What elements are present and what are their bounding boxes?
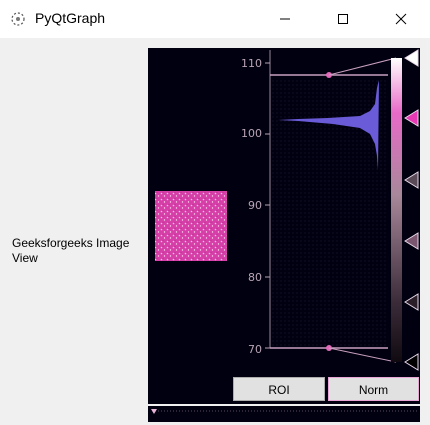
gradient-tick-marker[interactable] (404, 49, 419, 67)
image-view-label: Geeksforgeeks Image View (12, 236, 130, 265)
roi-button[interactable]: ROI (233, 377, 325, 401)
minimize-button[interactable] (262, 0, 308, 38)
gradient-bar[interactable] (391, 58, 402, 362)
axis-tick-110: 110 (241, 57, 262, 70)
histogram-curve (278, 80, 379, 170)
axis-tick-80: 80 (248, 271, 262, 284)
norm-button[interactable]: Norm (328, 377, 419, 401)
axis-tick-90: 90 (248, 199, 262, 212)
close-icon (395, 13, 407, 25)
maximize-icon (338, 14, 348, 24)
gradient-tick-marker[interactable] (404, 109, 419, 127)
title-bar: PyQtGraph (0, 0, 430, 38)
axis-tick-70: 70 (248, 343, 262, 356)
timeline-bar[interactable] (148, 406, 420, 422)
close-button[interactable] (378, 0, 424, 38)
axis-tick-100: 100 (241, 127, 262, 140)
maximize-button[interactable] (320, 0, 366, 38)
minimize-icon (280, 18, 290, 20)
timeline-marker-icon[interactable] (151, 409, 157, 414)
gradient-tick-marker[interactable] (404, 293, 419, 311)
gradient-tick-marker[interactable] (404, 232, 419, 250)
gradient-tick-marker[interactable] (404, 353, 419, 371)
gradient-tick-marker[interactable] (404, 171, 419, 189)
image-view[interactable]: 110 100 90 80 70 (148, 48, 420, 404)
app-icon (11, 12, 25, 26)
window-title: PyQtGraph (35, 10, 106, 26)
image-thumbnail[interactable] (155, 191, 227, 261)
